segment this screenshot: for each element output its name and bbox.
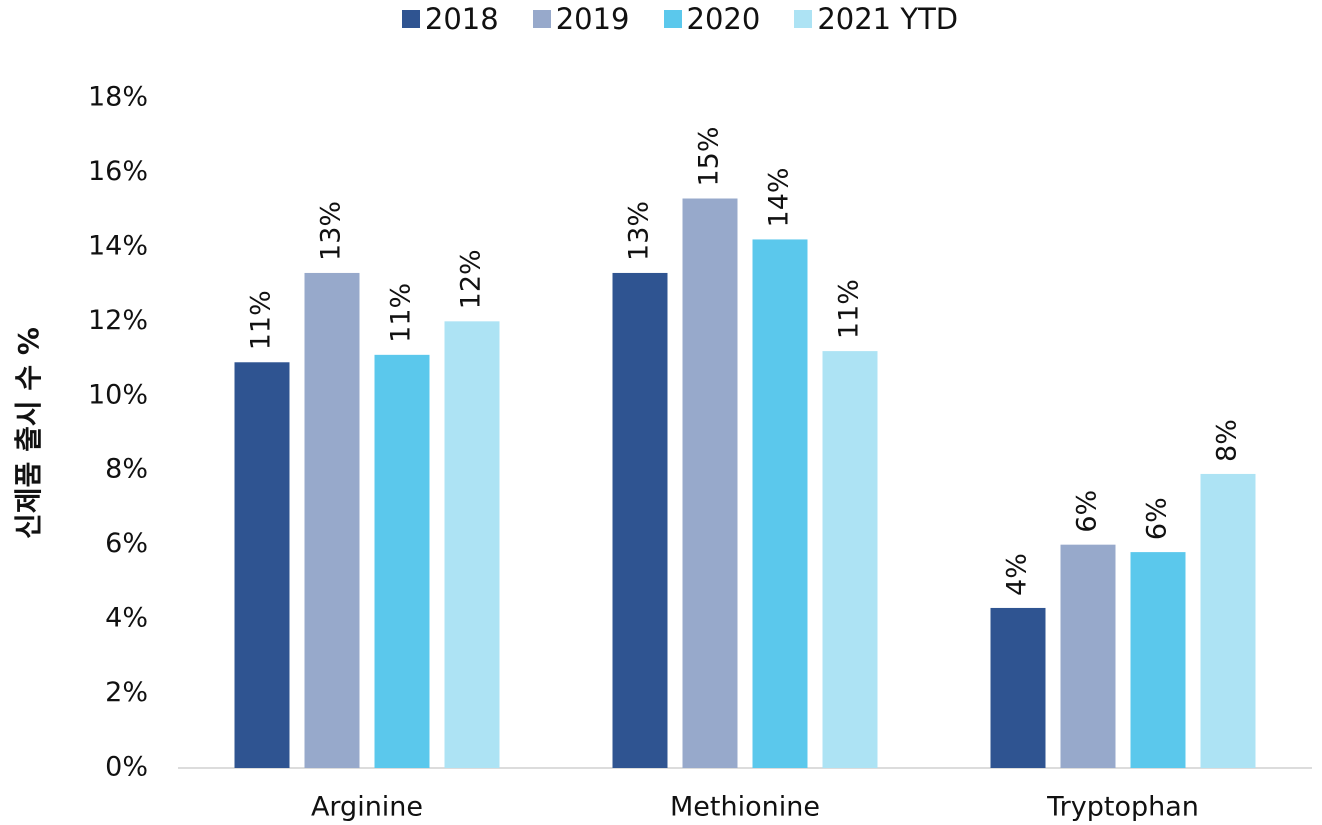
- y-tick-label: 10%: [88, 379, 148, 410]
- bar: [1060, 544, 1116, 768]
- value-label: 13%: [316, 201, 347, 261]
- bar: [374, 354, 430, 768]
- x-tick-label: Methionine: [670, 792, 820, 823]
- legend-swatch: [532, 10, 551, 28]
- legend-label: 2018: [424, 2, 499, 36]
- bar: [234, 362, 290, 768]
- bar: [444, 321, 500, 768]
- y-tick-label: 14%: [88, 230, 148, 261]
- value-label: 11%: [246, 290, 277, 350]
- value-label: 11%: [386, 283, 417, 343]
- bar: [822, 351, 878, 768]
- bar: [1130, 552, 1186, 768]
- bar: [990, 607, 1046, 768]
- y-tick-label: 6%: [105, 528, 148, 559]
- y-axis-label: 신제품 출시 수 %: [12, 327, 45, 539]
- bar: [752, 239, 808, 768]
- bar: [1200, 473, 1256, 768]
- y-tick-label: 0%: [105, 752, 148, 783]
- value-label: 6%: [1072, 490, 1103, 533]
- x-tick-label: Arginine: [311, 792, 423, 823]
- legend-swatch: [663, 10, 682, 28]
- value-label: 13%: [624, 201, 655, 261]
- x-tick-label: Tryptophan: [1046, 792, 1199, 823]
- value-label: 11%: [834, 279, 865, 339]
- y-tick-label: 2%: [105, 677, 148, 708]
- legend-swatch: [794, 10, 813, 28]
- bar: [304, 272, 360, 768]
- bar: [612, 272, 668, 768]
- legend: 2018 2019 2020 2021 YTD: [0, 2, 1322, 36]
- value-label: 15%: [694, 126, 725, 186]
- bar: [682, 198, 738, 768]
- legend-item: 2018: [401, 2, 499, 36]
- value-label: 8%: [1212, 419, 1243, 462]
- value-label: 4%: [1002, 553, 1033, 596]
- y-tick-label: 4%: [105, 603, 148, 634]
- y-tick-label: 12%: [88, 305, 148, 336]
- y-tick-label: 8%: [105, 454, 148, 485]
- y-tick-label: 18%: [88, 82, 148, 113]
- value-label: 14%: [764, 167, 795, 227]
- legend-item: 2020: [663, 2, 761, 36]
- legend-item: 2019: [532, 2, 630, 36]
- y-tick-label: 16%: [88, 156, 148, 187]
- value-label: 12%: [456, 249, 487, 309]
- legend-item: 2021 YTD: [794, 2, 958, 36]
- legend-label: 2020: [686, 2, 761, 36]
- legend-label: 2021 YTD: [817, 2, 959, 36]
- legend-label: 2019: [555, 2, 630, 36]
- value-label: 6%: [1142, 497, 1173, 540]
- legend-swatch: [401, 10, 420, 28]
